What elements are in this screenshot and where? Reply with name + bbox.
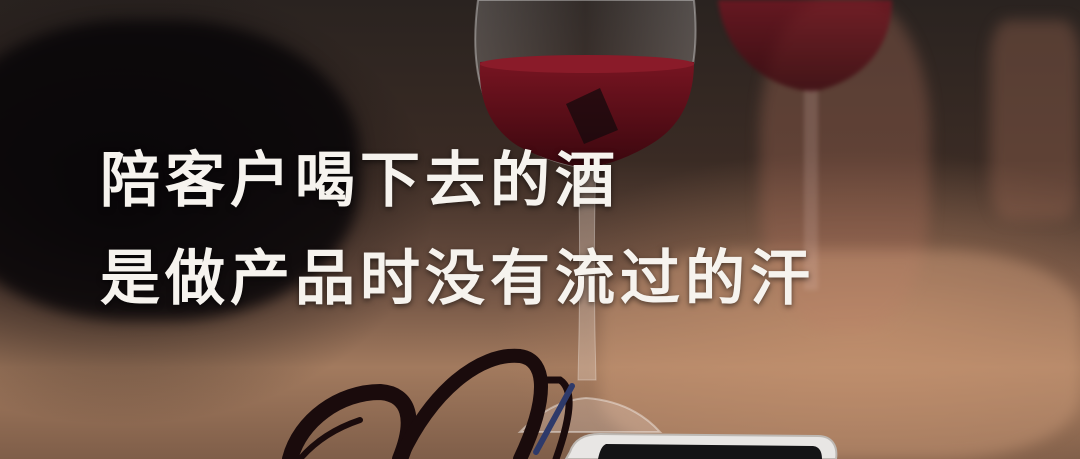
eyeglasses — [282, 348, 575, 459]
shoulder-shadow — [0, 20, 360, 320]
caption-line-1: 陪客户喝下去的酒 — [100, 146, 620, 216]
caption-block: 陪客户喝下去的酒 是做产品时没有流过的汗 — [100, 132, 815, 328]
back-wine-glass — [718, 0, 892, 290]
table-reflection — [600, 250, 1080, 459]
caption-line-2: 是做产品时没有流过的汗 — [100, 244, 815, 314]
main-wine-glass — [474, 0, 697, 433]
background-bottle-glow — [990, 20, 1080, 220]
smartphone — [564, 432, 838, 459]
